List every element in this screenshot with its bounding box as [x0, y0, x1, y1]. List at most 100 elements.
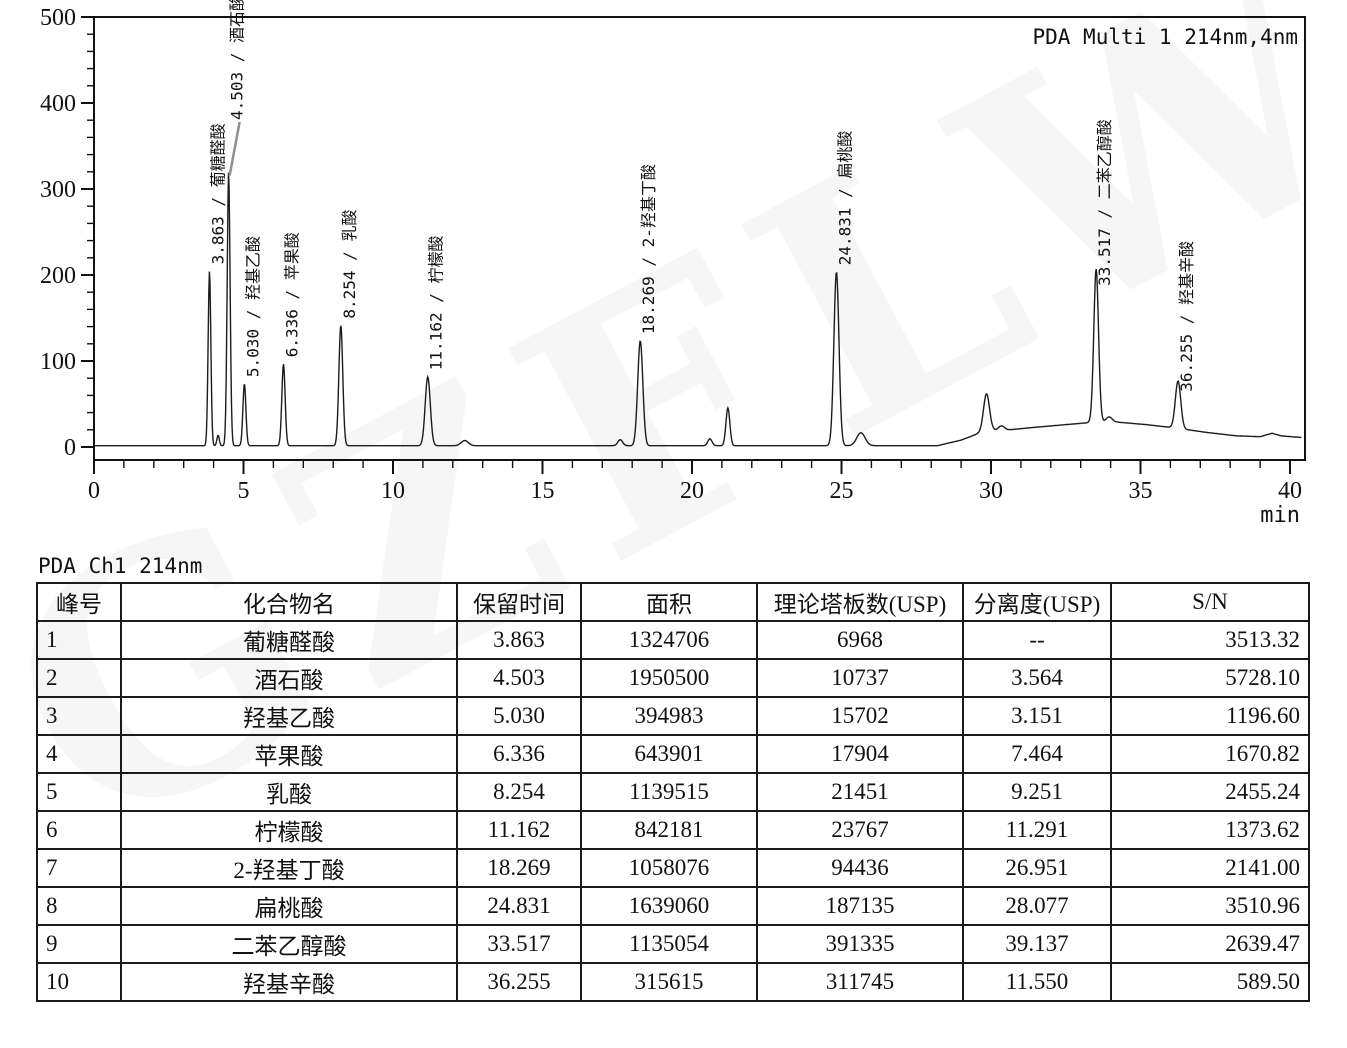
- y-tick-label: 0: [64, 435, 76, 461]
- table-cell: 3.564: [962, 658, 1112, 698]
- table-cell: 15702: [756, 696, 964, 736]
- table-cell: 11.291: [962, 810, 1112, 850]
- table-cell: 9: [36, 924, 122, 964]
- table-row: 9 二苯乙醇酸 33.517 1135054 391335 39.137 2639.47: [36, 924, 1310, 964]
- peak-label: 24.831 / 扁桃酸: [835, 131, 854, 266]
- table-cell: 3.151: [962, 696, 1112, 736]
- table-cell: 23767: [756, 810, 964, 850]
- table-row: 1 葡糖醛酸 3.863 1324706 6968 -- 3513.32: [36, 620, 1310, 660]
- peak-label: 36.255 / 羟基辛酸: [1177, 241, 1196, 392]
- peak-label: 4.503 / 酒石酸: [228, 0, 247, 120]
- table-cell: 643901: [580, 734, 758, 774]
- table-cell: 10: [36, 962, 122, 1002]
- peak-label: 3.863 / 葡糖醛酸: [209, 123, 228, 264]
- table-cell: 3510.96: [1110, 886, 1310, 926]
- table-cell: 3: [36, 696, 122, 736]
- table-cell: 18.269: [456, 848, 582, 888]
- table-cell: 24.831: [456, 886, 582, 926]
- table-cell: 4: [36, 734, 122, 774]
- table-row: 4 苹果酸 6.336 643901 17904 7.464 1670.82: [36, 734, 1310, 774]
- table-cell: 39.137: [962, 924, 1112, 964]
- table-cell: 311745: [756, 962, 964, 1002]
- table-cell: 二苯乙醇酸: [120, 924, 458, 964]
- table-cell: 乳酸: [120, 772, 458, 812]
- table-cell: 7.464: [962, 734, 1112, 774]
- chromatogram-chart: 0 100 200 300 400 500 0 5 10 15 20 25 30 35 40 min PDA M…: [40, 0, 1306, 528]
- table-row: 10 羟基辛酸 36.255 315615 311745 11.550 589.50: [36, 962, 1310, 1002]
- table-cell: 1639060: [580, 886, 758, 926]
- table-cell: 2-羟基丁酸: [120, 848, 458, 888]
- table-cell: 4.503: [456, 658, 582, 698]
- table-cell: 2639.47: [1110, 924, 1310, 964]
- table-cell: 94436: [756, 848, 964, 888]
- table-row: 5 乳酸 8.254 1139515 21451 9.251 2455.24: [36, 772, 1310, 812]
- table-cell: 1373.62: [1110, 810, 1310, 850]
- table-cell: 酒石酸: [120, 658, 458, 698]
- table-cell: 1950500: [580, 658, 758, 698]
- table-cell: 柠檬酸: [120, 810, 458, 850]
- table-cell: 1135054: [580, 924, 758, 964]
- peak-label: 33.517 / 二苯乙醇酸: [1095, 119, 1114, 286]
- chromatogram-trace: [94, 172, 1302, 447]
- x-tick-label: 10: [381, 478, 405, 504]
- peak-label-leader-line: [228, 121, 241, 176]
- table-cell: 394983: [580, 696, 758, 736]
- table-cell: 扁桃酸: [120, 886, 458, 926]
- peak-label: 6.336 / 苹果酸: [282, 232, 301, 357]
- x-axis-unit-label: min: [1260, 503, 1300, 528]
- y-tick-label: 400: [40, 91, 76, 117]
- plot-frame: [93, 16, 1306, 461]
- table-cell: 315615: [580, 962, 758, 1002]
- peak-table-header: 峰号 化合物名 保留时间 面积 理论塔板数(USP) 分离度(USP) S/N: [36, 582, 1310, 622]
- table-cell: 1196.60: [1110, 696, 1310, 736]
- column-header: S/N: [1110, 582, 1310, 622]
- table-cell: 1139515: [580, 772, 758, 812]
- x-tick-label: 20: [680, 478, 704, 504]
- table-row: 8 扁桃酸 24.831 1639060 187135 28.077 3510.96: [36, 886, 1310, 926]
- peak-label: 5.030 / 羟基乙酸: [243, 236, 262, 377]
- column-header: 分离度(USP): [962, 582, 1112, 622]
- table-cell: --: [962, 620, 1112, 660]
- y-tick-label: 100: [40, 349, 76, 375]
- column-header: 面积: [580, 582, 758, 622]
- table-cell: 1058076: [580, 848, 758, 888]
- x-tick-label: 40: [1278, 478, 1302, 504]
- column-header: 保留时间: [456, 582, 582, 622]
- table-cell: 21451: [756, 772, 964, 812]
- table-cell: 3.863: [456, 620, 582, 660]
- table-cell: 6968: [756, 620, 964, 660]
- peak-label: 11.162 / 柠檬酸: [427, 235, 446, 370]
- table-cell: 589.50: [1110, 962, 1310, 1002]
- table-cell: 8.254: [456, 772, 582, 812]
- table-cell: 5.030: [456, 696, 582, 736]
- table-cell: 26.951: [962, 848, 1112, 888]
- peak-label: 8.254 / 乳酸: [340, 210, 359, 319]
- table-cell: 10737: [756, 658, 964, 698]
- peak-label: 18.269 / 2-羟基丁酸: [639, 164, 658, 334]
- table-row: 3 羟基乙酸 5.030 394983 15702 3.151 1196.60: [36, 696, 1310, 736]
- table-cell: 5: [36, 772, 122, 812]
- table-cell: 9.251: [962, 772, 1112, 812]
- table-cell: 羟基乙酸: [120, 696, 458, 736]
- legend-label: PDA Multi 1 214nm,4nm: [1032, 25, 1298, 49]
- table-cell: 187135: [756, 886, 964, 926]
- header-row: 峰号 化合物名 保留时间 面积 理论塔板数(USP) 分离度(USP) S/N: [36, 582, 1310, 622]
- table-cell: 1324706: [580, 620, 758, 660]
- table-row: 7 2-羟基丁酸 18.269 1058076 94436 26.951 2141.00: [36, 848, 1310, 888]
- table-cell: 3513.32: [1110, 620, 1310, 660]
- y-tick-label: 200: [40, 263, 76, 289]
- x-tick-label: 25: [830, 478, 854, 504]
- table-cell: 28.077: [962, 886, 1112, 926]
- table-cell: 391335: [756, 924, 964, 964]
- table-cell: 33.517: [456, 924, 582, 964]
- y-tick-label: 500: [40, 5, 76, 31]
- table-cell: 842181: [580, 810, 758, 850]
- table-cell: 2455.24: [1110, 772, 1310, 812]
- table-cell: 17904: [756, 734, 964, 774]
- table-title: PDA Ch1 214nm: [38, 554, 203, 578]
- y-tick-label: 300: [40, 177, 76, 203]
- peak-table-body: 1 葡糖醛酸 3.863 1324706 6968 -- 3513.32 2 酒石酸 4.503 1…: [36, 620, 1310, 1002]
- x-tick-label: 15: [531, 478, 555, 504]
- column-header: 理论塔板数(USP): [756, 582, 964, 622]
